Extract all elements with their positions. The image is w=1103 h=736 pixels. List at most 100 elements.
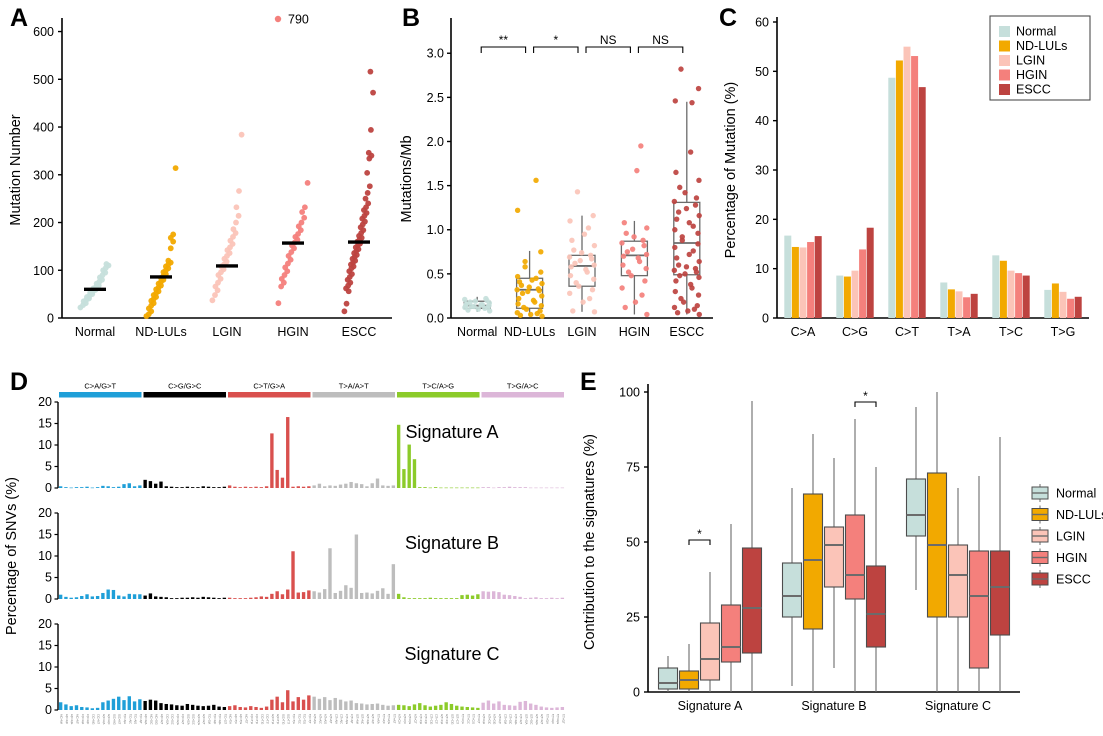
panel-b-point — [581, 231, 588, 237]
panel-d-y-ticklabel: 15 — [38, 417, 52, 431]
panel-d-bar — [143, 479, 147, 488]
panel-d-bar — [291, 551, 295, 599]
panel-d-bar — [101, 592, 105, 599]
panel-d-y-ticklabel: 15 — [38, 528, 52, 542]
panel-b-point — [585, 225, 592, 231]
panel-d-context-label: T[C>T]C — [297, 714, 301, 724]
panel-a-point — [364, 190, 371, 196]
panel-a-point — [233, 219, 239, 226]
panel-d-bar — [375, 478, 380, 488]
panel-d-bar — [190, 704, 195, 710]
panel-d-signature-label: Signature A — [405, 422, 498, 442]
panel-a-point — [301, 214, 308, 221]
panel-b-point — [635, 255, 641, 261]
panel-b-point — [675, 262, 682, 268]
panel-d-bar — [523, 487, 528, 488]
panel-d-y-ticklabel: 20 — [38, 395, 52, 409]
panel-d-context-label: A[T>A]A — [313, 714, 317, 724]
panel-d-bar — [550, 487, 554, 489]
panel-b-point — [696, 258, 702, 265]
panel-a-point — [165, 257, 172, 264]
panel-a-annotation-marker — [274, 15, 282, 23]
panel-d-bar — [132, 486, 137, 488]
panel-b-point — [619, 240, 625, 246]
panel-c-bar — [895, 60, 903, 318]
panel-d-bar — [169, 704, 174, 710]
panel-c-y-ticklabel: 60 — [755, 16, 769, 30]
panel-d-bar — [492, 487, 496, 489]
panel-b-point — [690, 248, 696, 254]
panel-d-bar — [185, 703, 190, 710]
panel-d-bar — [217, 706, 221, 710]
panel-d-context-label: A[T>C]C — [403, 714, 407, 724]
panel-d-bar — [555, 598, 559, 599]
panel-d-bar — [444, 702, 448, 710]
panel-d-context-label: G[T>A]C — [361, 714, 365, 724]
panel-d-bar — [386, 485, 390, 488]
panel-d-bar — [444, 487, 448, 489]
panel-d-bar — [196, 487, 200, 488]
panel-b-y-axis-title: Mutations/Mb — [399, 135, 415, 222]
panel-c-bar — [947, 289, 955, 318]
panel-d-bar — [381, 485, 385, 488]
panel-b-significance-label: NS — [652, 33, 669, 47]
panel-e-box — [968, 550, 990, 669]
panel-d-context-label: C[T>G]A — [503, 714, 507, 724]
panel-e-chart: 0 25 50 75 100 Contribution to the signatures… — [582, 384, 1103, 713]
panel-b-point — [567, 290, 573, 296]
panel-c-bar — [992, 255, 1000, 318]
panel-d-bar — [428, 597, 433, 599]
panel-d-bar — [470, 707, 475, 710]
panel-d-context-label: A[T>C]A — [398, 714, 402, 724]
panel-d-bar — [418, 703, 422, 710]
panel-b-point — [574, 189, 581, 195]
panel-d-bar — [365, 704, 369, 710]
panel-d-bar — [69, 487, 73, 489]
panel-d-bar — [249, 706, 253, 710]
panel-d-bar — [259, 487, 264, 488]
panel-d-context-label: A[C>G]A — [144, 714, 148, 725]
panel-d-bar — [291, 486, 295, 488]
panel-d-bar — [122, 484, 126, 488]
panel-d-context-label: T[C>G]G — [218, 714, 222, 724]
panel-d-bar — [407, 444, 411, 488]
panel-d-bar — [291, 701, 295, 710]
panel-b-point — [527, 311, 534, 318]
panel-e-box — [741, 547, 763, 654]
panel-d-context-label: G[C>G]C — [192, 714, 196, 725]
panel-d-bar — [217, 487, 221, 488]
panel-c-y-ticklabel: 30 — [755, 164, 769, 178]
panel-d-context-label: C[T>G]G — [514, 714, 518, 724]
panel-c-bar — [866, 227, 874, 318]
panel-e-box — [865, 565, 887, 648]
panel-d-bar — [74, 705, 79, 710]
panel-d-bar — [159, 596, 163, 599]
panel-a-point — [370, 89, 376, 96]
panel-d-bar — [148, 481, 153, 488]
panel-d-bar — [396, 424, 401, 488]
panel-d-bar — [275, 696, 279, 710]
panel-b-point — [569, 237, 575, 244]
panel-d-bar — [190, 487, 195, 488]
panel-a-annotation-label: 790 — [288, 13, 309, 27]
panel-d-bar — [402, 705, 406, 710]
panel-b-point — [571, 247, 577, 253]
panel-a-point — [238, 131, 245, 138]
panel-c-bar — [963, 297, 971, 318]
panel-e-label: E — [580, 368, 597, 396]
panel-c-x-ticklabel: C>T — [895, 325, 919, 339]
panel-a-point — [301, 204, 308, 211]
panel-d-context-label: T[T>A]A — [377, 714, 381, 724]
panel-a-point — [299, 209, 306, 215]
panel-d-context-label: A[T>G]C — [487, 714, 491, 724]
panel-a-x-ticklabel: Normal — [75, 325, 115, 339]
panel-b-point — [638, 143, 644, 149]
panel-d-bar — [95, 707, 100, 710]
panel-c-bar — [918, 87, 926, 319]
panel-d-context-label: A[T>G]A — [482, 714, 486, 724]
panel-d-bar — [190, 597, 195, 599]
panel-d-context-label: C[C>T]C — [255, 714, 259, 724]
panel-d-context-label: A[C>T]G — [239, 714, 243, 724]
panel-e-y-ticklabel: 50 — [626, 536, 640, 550]
panel-c-legend-swatch — [999, 84, 1010, 95]
